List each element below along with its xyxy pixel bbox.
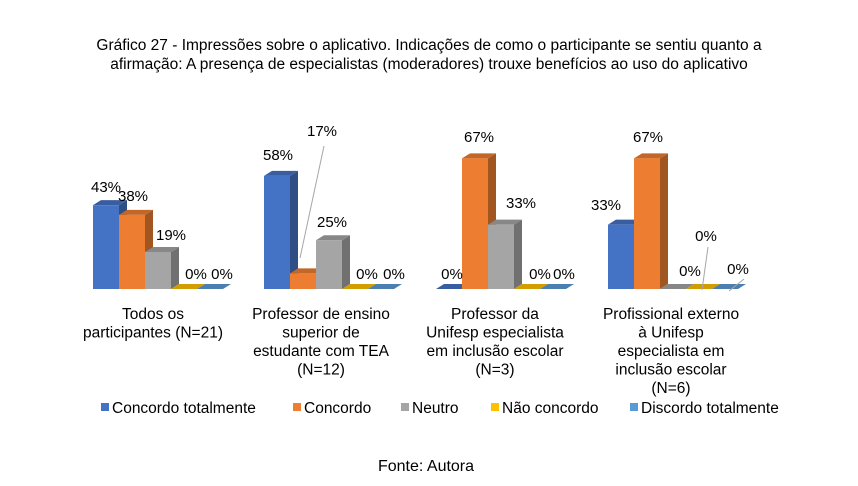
bar-prof-externo-nao-concordo [686, 284, 720, 289]
data-label-todos-concordo-totalmente: 43% [91, 179, 121, 196]
legend-swatch [630, 403, 638, 411]
leader-line-prof-externo-discordo-totalmente [728, 278, 745, 292]
data-label-prof-unifesp-concordo-totalmente: 0% [441, 266, 463, 283]
data-label-prof-externo-nao-concordo: 0% [695, 228, 717, 245]
bar-todos-neutro [145, 246, 179, 289]
bars-layer [93, 153, 746, 289]
bar-prof-superior-concordo-totalmente [264, 170, 298, 289]
legend-label: Não concordo [502, 400, 599, 417]
bar-prof-unifesp-neutro [488, 219, 522, 289]
legend-item-neutro: Neutro [401, 400, 459, 417]
legend-item-concordo-totalmente: Concordo totalmente [101, 400, 256, 417]
leader-line-prof-superior-concordo [299, 145, 325, 259]
category-label-prof-superior: Professor de ensino superior de estudante … [252, 306, 390, 379]
bar-prof-unifesp-nao-concordo [514, 284, 548, 289]
bar-todos-discordo-totalmente [197, 284, 231, 289]
data-label-prof-superior-discordo-totalmente: 0% [383, 266, 405, 283]
data-label-todos-concordo: 38% [118, 188, 148, 205]
data-label-prof-externo-concordo-totalmente: 33% [591, 197, 621, 214]
legend: Concordo totalmente Concordo Neutro Não con… [101, 400, 779, 417]
data-label-prof-unifesp-discordo-totalmente: 0% [553, 266, 575, 283]
data-label-todos-neutro: 19% [156, 227, 186, 244]
legend-label: Concordo totalmente [112, 400, 256, 417]
category-label-prof-externo: Profissional externo à Unifesp especialist… [603, 306, 739, 397]
bar-prof-superior-nao-concordo [342, 284, 376, 289]
legend-swatch [491, 403, 499, 411]
data-label-prof-externo-concordo: 67% [633, 129, 663, 146]
data-label-prof-unifesp-concordo: 67% [464, 129, 494, 146]
legend-item-discordo-totalmente: Discordo totalmente [630, 400, 779, 417]
legend-swatch [101, 403, 109, 411]
data-labels-layer: 43%38%19%0% 0%58%17%25%0% 0% 0%67%33%0% 0%33… [91, 123, 749, 292]
bar-prof-externo-concordo [634, 153, 668, 289]
bar-prof-unifesp-concordo-totalmente [436, 284, 470, 289]
data-label-prof-superior-concordo: 17% [307, 123, 337, 140]
legend-item-nao-concordo: Não concordo [491, 400, 599, 417]
legend-label: Discordo totalmente [641, 400, 779, 417]
bar-prof-externo-neutro [660, 284, 694, 289]
data-label-prof-superior-nao-concordo: 0% [356, 266, 378, 283]
data-label-prof-externo-discordo-totalmente: 0% [727, 261, 749, 278]
leader-line-prof-externo-nao-concordo [701, 246, 709, 291]
legend-label: Concordo [304, 400, 371, 417]
source-note: Fonte: Autora [378, 458, 474, 475]
bar-todos-nao-concordo [171, 284, 205, 289]
legend-label: Neutro [412, 400, 459, 417]
bar-prof-unifesp-discordo-totalmente [540, 284, 574, 289]
data-label-prof-superior-neutro: 25% [317, 214, 347, 231]
category-label-prof-unifesp: Professor da Unifesp especialista em inclu… [426, 306, 564, 379]
bar-prof-superior-neutro [316, 235, 350, 289]
legend-item-concordo: Concordo [293, 400, 371, 417]
chart-title-line-1: Gráfico 27 - Impressões sobre o aplicati… [96, 37, 762, 54]
data-label-prof-unifesp-nao-concordo: 0% [529, 266, 551, 283]
legend-swatch [401, 403, 409, 411]
data-label-prof-superior-concordo-totalmente: 58% [263, 147, 293, 164]
bar-prof-superior-discordo-totalmente [368, 284, 402, 289]
data-label-prof-externo-neutro: 0% [679, 263, 701, 280]
bar-prof-externo-discordo-totalmente [712, 284, 746, 289]
data-label-todos-nao-concordo: 0% [185, 266, 207, 283]
data-label-todos-discordo-totalmente: 0% [211, 266, 233, 283]
category-label-todos: Todos os participantes (N=21) [83, 306, 223, 342]
category-labels-layer: Todos os participantes (N=21) Professor de… [83, 306, 739, 397]
data-label-prof-unifesp-neutro: 33% [506, 195, 536, 212]
legend-swatch [293, 403, 301, 411]
chart-title-line-2: afirmação: A presença de especialistas (… [110, 56, 748, 73]
